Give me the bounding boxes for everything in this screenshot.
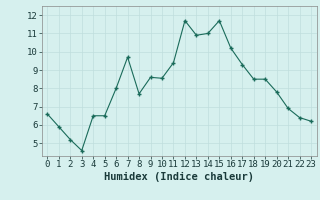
X-axis label: Humidex (Indice chaleur): Humidex (Indice chaleur): [104, 172, 254, 182]
